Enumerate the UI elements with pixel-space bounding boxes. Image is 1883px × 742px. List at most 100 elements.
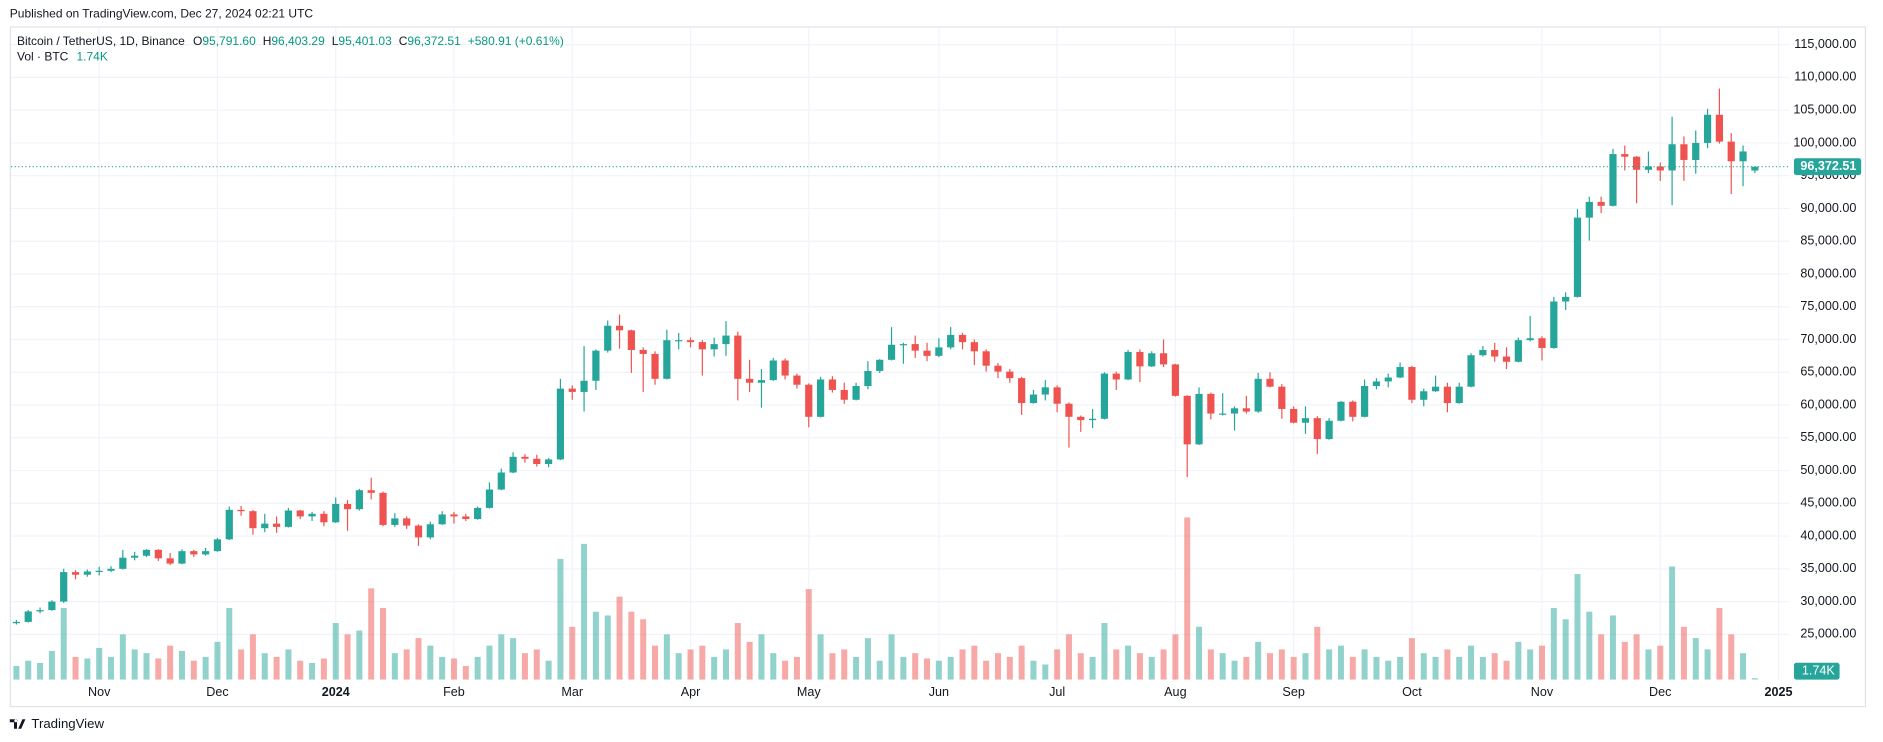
volume-bar [297, 660, 304, 680]
candle-body [1254, 378, 1262, 412]
volume-tag [1793, 662, 1840, 680]
volume-bar [1006, 656, 1013, 680]
x-tick-label: May [797, 685, 821, 699]
candle-body [237, 509, 245, 512]
volume-bar [1751, 678, 1758, 680]
volume-bar [1633, 634, 1640, 680]
volume-bar [1314, 626, 1321, 680]
volume-bar [214, 641, 221, 680]
volume-bar [285, 649, 292, 680]
candle-body [958, 334, 967, 343]
candle-body [1325, 420, 1333, 440]
candle-body [391, 518, 399, 525]
candle-body [154, 549, 162, 559]
candle-body [1609, 154, 1617, 206]
volume-bar [876, 660, 883, 680]
y-tick-label: 70,000.00 [1800, 332, 1856, 346]
x-tick-label: Jun [929, 685, 949, 699]
candle-body [970, 342, 978, 352]
volume-bar [711, 656, 718, 680]
volume-bar [1740, 653, 1747, 680]
candle-body [1680, 144, 1688, 160]
y-tick-label: 40,000.00 [1800, 528, 1856, 542]
volume-bar [1456, 656, 1463, 680]
candle-body [1041, 387, 1049, 395]
volume-bar [403, 649, 410, 680]
candle-body [343, 503, 352, 510]
publish-header: Published on TradingView.com, Dec 27, 20… [10, 7, 314, 21]
volume-bar [96, 647, 103, 680]
volume-bar [72, 656, 79, 680]
candle-body [864, 370, 872, 387]
candle-body [1538, 338, 1546, 349]
y-tick-label: 45,000.00 [1800, 496, 1856, 510]
volume-bar [1716, 607, 1723, 680]
x-tick-label: 2024 [322, 685, 350, 699]
candle-body [71, 572, 80, 575]
candle-body [1207, 393, 1215, 414]
candle-body [757, 380, 766, 383]
candle-body [1112, 373, 1120, 380]
volume-bar [1278, 649, 1285, 680]
candle-body [1349, 401, 1357, 417]
candle-body [710, 344, 718, 350]
candle-body [1479, 349, 1487, 356]
candle-body [142, 549, 151, 556]
candle-body [1526, 338, 1534, 341]
volume-bar [167, 645, 174, 680]
volume-bar [1113, 649, 1120, 680]
candle-body [367, 490, 375, 493]
symbol: Bitcoin / TetherUS, 1D, Binance [17, 34, 185, 48]
candle-body [1491, 349, 1499, 357]
y-tick-label: 90,000.00 [1800, 201, 1856, 215]
x-tick-label: Sep [1282, 685, 1304, 699]
volume-bar [1326, 649, 1333, 680]
candle-body [1692, 142, 1700, 160]
volume-bar [1136, 653, 1143, 680]
candle-body [639, 349, 647, 354]
volume-bar [652, 645, 659, 680]
candle-body [12, 621, 21, 624]
candle-body [462, 516, 470, 520]
volume-bar [1373, 656, 1380, 680]
volume-bar [1479, 656, 1486, 680]
legend-value: 96,372.51 [407, 34, 461, 48]
candle-body [1361, 386, 1369, 417]
candle-body [627, 330, 635, 350]
volume-bar [604, 615, 611, 680]
legend-value: 96,403.29 [271, 34, 325, 48]
candle-body [1573, 217, 1582, 297]
volume-bar [1515, 641, 1522, 680]
candle-body [769, 360, 777, 381]
volume-bar [1054, 649, 1061, 680]
candle-body [249, 511, 257, 529]
candle-body [1148, 353, 1156, 367]
volume-bar [273, 656, 280, 680]
volume-bar [190, 660, 197, 680]
candle-body [615, 325, 624, 331]
candle-body [1467, 355, 1475, 387]
axes: 25,000.00 30,000.00 35,000.00 40,000.00 45,0… [10, 37, 1862, 699]
y-tick-label: 80,000.00 [1800, 266, 1856, 280]
volume-bar [557, 558, 564, 680]
candle-body [60, 572, 68, 602]
candle-body [1219, 413, 1227, 415]
volume-bar [959, 649, 966, 680]
volume-bar [391, 653, 398, 680]
x-tick-label: Feb [443, 685, 465, 699]
volume-bar [1337, 645, 1344, 680]
candle-body [414, 525, 423, 538]
volume-bar [309, 662, 316, 680]
candle-body [816, 379, 825, 417]
candle-body [1077, 416, 1085, 421]
candle-body [1420, 391, 1428, 400]
candle-body [1372, 381, 1381, 387]
volume-bar [332, 623, 339, 680]
x-tick-label: Nov [88, 685, 111, 699]
volume-tag-label: 1.74K [1802, 663, 1836, 677]
legend-change: +580.91 (+0.61%) [468, 34, 564, 48]
candle-body [308, 513, 316, 517]
candle-body [202, 551, 210, 555]
candle-body [592, 350, 600, 381]
candle-body [403, 518, 411, 526]
